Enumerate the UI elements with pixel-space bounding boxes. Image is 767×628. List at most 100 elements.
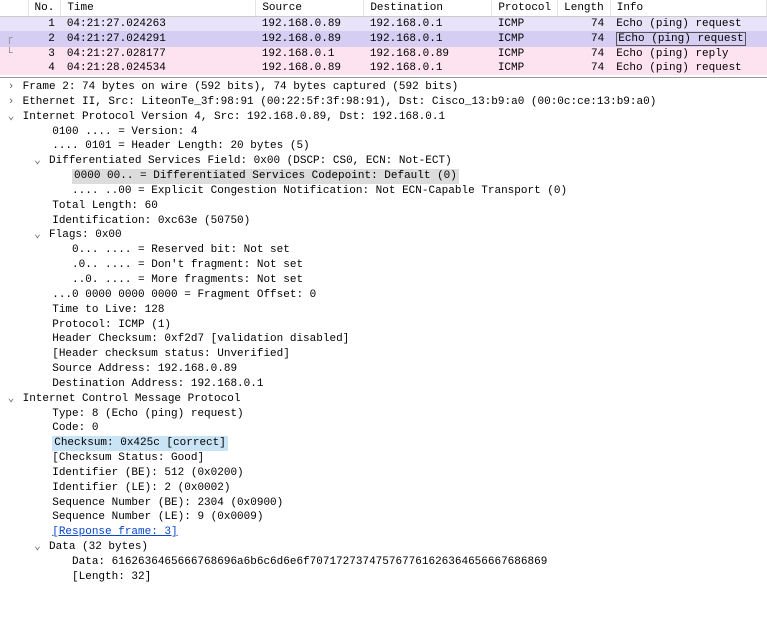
tree-label: Data: 6162636465666768696a6b6c6d6e6f7071… bbox=[72, 556, 547, 568]
related-marker-icon: └ bbox=[0, 47, 28, 61]
tree-ipv4-ttl[interactable]: Time to Live: 128 bbox=[0, 303, 767, 318]
tree-ipv4-mf[interactable]: ..0. .... = More fragments: Not set bbox=[0, 273, 767, 288]
tree-ipv4-totlen[interactable]: Total Length: 60 bbox=[0, 199, 767, 214]
tree-label: Identification: 0xc63e (50750) bbox=[52, 215, 250, 227]
packet-row[interactable]: 4 04:21:28.024534 192.168.0.89 192.168.0… bbox=[0, 61, 767, 75]
tree-label: Sequence Number (BE): 2304 (0x0900) bbox=[52, 497, 283, 509]
tree-ipv4-df[interactable]: .0.. .... = Don't fragment: Not set bbox=[0, 258, 767, 273]
tree-icmp-code[interactable]: Code: 0 bbox=[0, 421, 767, 436]
cell-info: Echo (ping) request bbox=[610, 17, 766, 32]
tree-ipv4-ihl[interactable]: .... 0101 = Header Length: 20 bytes (5) bbox=[0, 139, 767, 154]
col-no[interactable]: No. bbox=[28, 0, 61, 17]
tree-label: Time to Live: 128 bbox=[52, 304, 164, 316]
collapse-icon[interactable]: ⌄ bbox=[32, 228, 42, 243]
tree-ipv4-dst[interactable]: Destination Address: 192.168.0.1 bbox=[0, 377, 767, 392]
tree-label: 0100 .... = Version: 4 bbox=[52, 126, 197, 138]
tree-ipv4-src[interactable]: Source Address: 192.168.0.89 bbox=[0, 362, 767, 377]
packet-details-tree[interactable]: › Frame 2: 74 bytes on wire (592 bits), … bbox=[0, 78, 767, 589]
tree-ipv4-flags[interactable]: ⌄ Flags: 0x00 bbox=[0, 228, 767, 243]
cell-src: 192.168.0.89 bbox=[256, 31, 364, 47]
cell-dst: 192.168.0.89 bbox=[364, 47, 492, 61]
tree-label: Destination Address: 192.168.0.1 bbox=[52, 378, 263, 390]
tree-ipv4-hcksum-st[interactable]: [Header checksum status: Unverified] bbox=[0, 347, 767, 362]
tree-label: ..0. .... = More fragments: Not set bbox=[72, 274, 303, 286]
tree-label: 0... .... = Reserved bit: Not set bbox=[72, 244, 290, 256]
cell-info: Echo (ping) request bbox=[610, 61, 766, 75]
tree-icmp-id-le[interactable]: Identifier (LE): 2 (0x0002) bbox=[0, 481, 767, 496]
tree-label: [Header checksum status: Unverified] bbox=[52, 348, 290, 360]
tree-label: 0000 00.. = Differentiated Services Code… bbox=[72, 169, 459, 184]
tree-ipv4-rbit[interactable]: 0... .... = Reserved bit: Not set bbox=[0, 243, 767, 258]
tree-icmp-seq-le[interactable]: Sequence Number (LE): 9 (0x0009) bbox=[0, 510, 767, 525]
packet-row[interactable]: └ 3 04:21:27.028177 192.168.0.1 192.168.… bbox=[0, 47, 767, 61]
cell-time: 04:21:27.028177 bbox=[61, 47, 256, 61]
tree-ipv4-ident[interactable]: Identification: 0xc63e (50750) bbox=[0, 214, 767, 229]
tree-ipv4-dscp[interactable]: 0000 00.. = Differentiated Services Code… bbox=[0, 169, 767, 184]
cell-src: 192.168.0.89 bbox=[256, 17, 364, 32]
tree-data-val[interactable]: Data: 6162636465666768696a6b6c6d6e6f7071… bbox=[0, 555, 767, 570]
cell-time: 04:21:28.024534 bbox=[61, 61, 256, 75]
cell-proto: ICMP bbox=[492, 47, 558, 61]
cell-info: Echo (ping) request bbox=[610, 31, 766, 47]
tree-ipv4-fragoff[interactable]: ...0 0000 0000 0000 = Fragment Offset: 0 bbox=[0, 288, 767, 303]
tree-ipv4-ecn[interactable]: .... ..00 = Explicit Congestion Notifica… bbox=[0, 184, 767, 199]
col-info[interactable]: Info bbox=[610, 0, 766, 17]
cell-src: 192.168.0.89 bbox=[256, 61, 364, 75]
packet-row[interactable]: ┌ 2 04:21:27.024291 192.168.0.89 192.168… bbox=[0, 31, 767, 47]
tree-icmp-resp[interactable]: [Response frame: 3] bbox=[0, 525, 767, 540]
response-frame-link[interactable]: [Response frame: 3] bbox=[52, 526, 177, 538]
cell-dst: 192.168.0.1 bbox=[364, 17, 492, 32]
row-marker bbox=[0, 61, 28, 75]
tree-data-len[interactable]: [Length: 32] bbox=[0, 570, 767, 585]
cell-info: Echo (ping) reply bbox=[610, 47, 766, 61]
collapse-icon[interactable]: ⌄ bbox=[6, 392, 16, 407]
tree-ipv4-hcksum[interactable]: Header Checksum: 0xf2d7 [validation disa… bbox=[0, 332, 767, 347]
tree-icmp-cksum[interactable]: Checksum: 0x425c [correct] bbox=[0, 436, 767, 451]
col-dst[interactable]: Destination bbox=[364, 0, 492, 17]
collapse-icon[interactable]: ⌄ bbox=[32, 154, 42, 169]
cell-src: 192.168.0.1 bbox=[256, 47, 364, 61]
packet-list-table[interactable]: No. Time Source Destination Protocol Len… bbox=[0, 0, 767, 75]
cell-proto: ICMP bbox=[492, 17, 558, 32]
tree-ipv4-proto[interactable]: Protocol: ICMP (1) bbox=[0, 318, 767, 333]
tree-ipv4-version[interactable]: 0100 .... = Version: 4 bbox=[0, 125, 767, 140]
col-src[interactable]: Source bbox=[256, 0, 364, 17]
tree-ipv4-dsf[interactable]: ⌄ Differentiated Services Field: 0x00 (D… bbox=[0, 154, 767, 169]
tree-label: [Length: 32] bbox=[72, 571, 151, 583]
tree-icmp-type[interactable]: Type: 8 (Echo (ping) request) bbox=[0, 407, 767, 422]
col-marker[interactable] bbox=[0, 0, 28, 17]
cell-len: 74 bbox=[558, 47, 611, 61]
col-time[interactable]: Time bbox=[61, 0, 256, 17]
collapse-icon[interactable]: ⌄ bbox=[6, 110, 16, 125]
packet-list-header-row: No. Time Source Destination Protocol Len… bbox=[0, 0, 767, 17]
tree-label: Source Address: 192.168.0.89 bbox=[52, 363, 237, 375]
tree-label: Code: 0 bbox=[52, 422, 98, 434]
cell-proto: ICMP bbox=[492, 31, 558, 47]
collapse-icon[interactable]: ⌄ bbox=[32, 540, 42, 555]
tree-ipv4[interactable]: ⌄ Internet Protocol Version 4, Src: 192.… bbox=[0, 110, 767, 125]
tree-label: .... 0101 = Header Length: 20 bytes (5) bbox=[52, 140, 309, 152]
tree-label: Type: 8 (Echo (ping) request) bbox=[52, 408, 243, 420]
tree-icmp-id-be[interactable]: Identifier (BE): 512 (0x0200) bbox=[0, 466, 767, 481]
tree-label: Data (32 bytes) bbox=[49, 541, 148, 553]
packet-row[interactable]: 1 04:21:27.024263 192.168.0.89 192.168.0… bbox=[0, 17, 767, 32]
tree-data[interactable]: ⌄ Data (32 bytes) bbox=[0, 540, 767, 555]
tree-ethernet[interactable]: › Ethernet II, Src: LiteonTe_3f:98:91 (0… bbox=[0, 95, 767, 110]
tree-icmp-cksum-st[interactable]: [Checksum Status: Good] bbox=[0, 451, 767, 466]
tree-label: Ethernet II, Src: LiteonTe_3f:98:91 (00:… bbox=[23, 96, 657, 108]
tree-icmp-seq-be[interactable]: Sequence Number (BE): 2304 (0x0900) bbox=[0, 496, 767, 511]
tree-frame[interactable]: › Frame 2: 74 bytes on wire (592 bits), … bbox=[0, 80, 767, 95]
related-marker-icon: ┌ bbox=[0, 31, 28, 47]
tree-label: Identifier (BE): 512 (0x0200) bbox=[52, 467, 243, 479]
col-len[interactable]: Length bbox=[558, 0, 611, 17]
cell-len: 74 bbox=[558, 61, 611, 75]
tree-label: Total Length: 60 bbox=[52, 200, 158, 212]
cell-no: 3 bbox=[28, 47, 61, 61]
expand-icon[interactable]: › bbox=[6, 95, 16, 110]
col-proto[interactable]: Protocol bbox=[492, 0, 558, 17]
tree-icmp[interactable]: ⌄ Internet Control Message Protocol bbox=[0, 392, 767, 407]
tree-label: .0.. .... = Don't fragment: Not set bbox=[72, 259, 303, 271]
tree-label: Differentiated Services Field: 0x00 (DSC… bbox=[49, 155, 452, 167]
cell-no: 4 bbox=[28, 61, 61, 75]
expand-icon[interactable]: › bbox=[6, 80, 16, 95]
